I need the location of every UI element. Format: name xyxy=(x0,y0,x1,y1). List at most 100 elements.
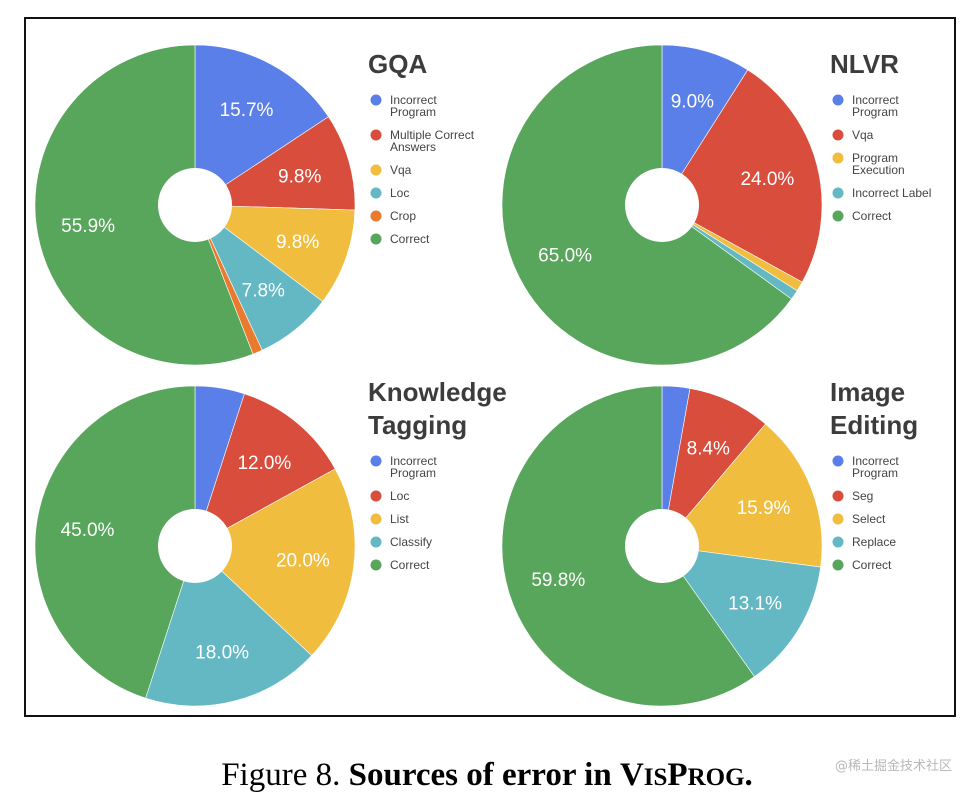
caption-figure-number: Figure 8. xyxy=(221,757,341,793)
legend-label: Program xyxy=(852,466,898,480)
slice-label: 59.8% xyxy=(531,570,585,591)
legend-label: Vqa xyxy=(390,163,412,177)
legend-label: Correct xyxy=(390,558,430,572)
legend-label: Incorrect xyxy=(390,93,437,107)
legend-swatch xyxy=(832,94,844,106)
legend-label: Crop xyxy=(390,209,416,223)
legend-label: List xyxy=(390,512,409,526)
chart-title: Knowledge xyxy=(368,377,507,407)
legend-swatch xyxy=(370,490,382,502)
pie-slice xyxy=(194,44,329,206)
legend-label: Program xyxy=(852,105,898,119)
legend-swatch xyxy=(832,455,844,467)
legend-label: Loc xyxy=(390,489,409,503)
legend-swatch xyxy=(832,152,844,164)
chart-title: GQA xyxy=(368,49,427,79)
donut-hole xyxy=(158,509,232,583)
pie-slice xyxy=(661,69,823,283)
slice-label: 13.1% xyxy=(728,593,782,614)
caption-name-small-1: IS xyxy=(643,764,668,791)
caption-name-lead-2: P xyxy=(667,757,688,793)
legend-label: Incorrect xyxy=(852,93,899,107)
legend-label: Multiple Correct xyxy=(390,128,475,142)
legend-label: Correct xyxy=(390,232,430,246)
legend-swatch xyxy=(832,559,844,571)
slice-label: 24.0% xyxy=(740,169,794,190)
slice-label: 9.8% xyxy=(276,232,319,253)
legend-label: Correct xyxy=(852,209,892,223)
slice-label: 18.0% xyxy=(195,642,249,663)
legend-swatch xyxy=(370,94,382,106)
legend-swatch xyxy=(370,129,382,141)
caption-period: . xyxy=(744,757,753,793)
slice-label: 8.4% xyxy=(687,439,730,460)
legend-swatch xyxy=(370,559,382,571)
legend-swatch xyxy=(370,536,382,548)
caption-program-name: VISPROG. xyxy=(620,757,753,793)
slice-label: 15.9% xyxy=(737,498,791,519)
pie-slice xyxy=(194,393,336,547)
legend-label: Loc xyxy=(390,186,409,200)
legend-swatch xyxy=(832,513,844,525)
legend-swatch xyxy=(370,164,382,176)
legend-label: Replace xyxy=(852,535,896,549)
pie-chart-1: 15.7% 9.8% 9.8% 7.8% 55.9% GQA IncorrectProgra… xyxy=(34,44,475,366)
donut-hole xyxy=(158,168,232,242)
caption-text: Sources of error in xyxy=(348,757,612,793)
caption-name-lead-1: V xyxy=(619,757,644,793)
pie-slice xyxy=(661,423,823,568)
legend-swatch xyxy=(832,187,844,199)
pie-slice xyxy=(194,468,356,656)
legend-label: Program xyxy=(390,105,436,119)
slice-label: 7.8% xyxy=(242,281,285,302)
pie-slice xyxy=(661,44,749,207)
legend-label: Vqa xyxy=(852,128,874,142)
pie-chart-2: 9.0%24.0%65.0%NLVRIncorrectProgramVqaPro… xyxy=(501,44,931,366)
slice-label: 9.8% xyxy=(278,166,321,187)
pie-slice xyxy=(34,385,196,699)
figure-caption: Figure 8. Sources of error in VISPROG. xyxy=(0,757,974,794)
legend-label: Seg xyxy=(852,489,873,503)
legend-label: Classify xyxy=(390,535,432,549)
slice-label: 9.0% xyxy=(671,92,714,113)
chart-title: Tagging xyxy=(368,410,467,440)
legend-label: Program xyxy=(390,466,436,480)
legend-swatch xyxy=(832,210,844,222)
legend-swatch xyxy=(832,490,844,502)
slice-label: 20.0% xyxy=(276,551,330,572)
pie-slice xyxy=(194,204,356,302)
chart-title: Editing xyxy=(830,410,918,440)
donut-hole xyxy=(625,168,699,242)
donut-hole xyxy=(625,509,699,583)
legend-label: Answers xyxy=(390,140,436,154)
slice-label: 55.9% xyxy=(61,216,115,237)
legend-label: Incorrect xyxy=(852,454,899,468)
caption-name-small-2: ROG xyxy=(687,764,745,791)
legend-label: Correct xyxy=(852,558,892,572)
legend-swatch xyxy=(370,210,382,222)
pie-slice xyxy=(661,545,821,678)
legend-label: Select xyxy=(852,512,886,526)
slice-label: 15.7% xyxy=(220,100,274,121)
legend-label: Execution xyxy=(852,163,905,177)
legend-swatch xyxy=(370,513,382,525)
legend-label: Incorrect xyxy=(390,454,437,468)
legend-label: Program xyxy=(852,151,898,165)
watermark: @稀土掘金技术社区 xyxy=(834,759,952,774)
slice-label: 45.0% xyxy=(61,520,115,541)
pie-slice xyxy=(145,545,313,707)
pie-slice xyxy=(34,44,254,366)
slice-label: 65.0% xyxy=(538,245,592,266)
legend-swatch xyxy=(832,536,844,548)
legend-swatch xyxy=(370,187,382,199)
legend-swatch xyxy=(370,233,382,245)
legend-swatch xyxy=(370,455,382,467)
chart-title: NLVR xyxy=(830,49,899,79)
legend-label: Incorrect Label xyxy=(852,186,931,200)
pie-slice xyxy=(194,116,356,211)
legend-swatch xyxy=(832,129,844,141)
slice-label: 12.0% xyxy=(237,453,291,474)
